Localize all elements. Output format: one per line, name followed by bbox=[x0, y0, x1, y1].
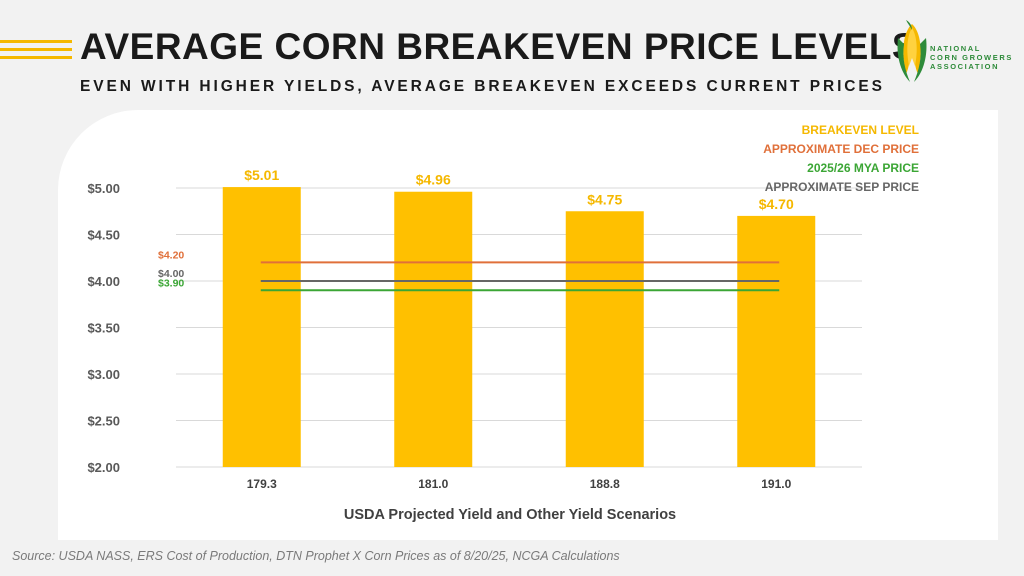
bar-value-label: $4.75 bbox=[587, 191, 622, 207]
logo-text: NATIONAL CORN GROWERS ASSOCIATION bbox=[930, 44, 1013, 71]
y-tick-label: $2.00 bbox=[87, 460, 120, 475]
y-tick-label: $5.00 bbox=[87, 181, 120, 196]
y-tick-label: $3.00 bbox=[87, 367, 120, 382]
legend-entry-sep-price: APPROXIMATE SEP PRICE bbox=[764, 180, 919, 194]
bar bbox=[737, 215, 816, 467]
corn-icon bbox=[897, 20, 927, 82]
price-line-label: $3.90 bbox=[158, 277, 184, 289]
logo-line: ASSOCIATION bbox=[930, 62, 1000, 71]
chart-legend: BREAKEVEN LEVEL APPROXIMATE DEC PRICE 20… bbox=[763, 121, 919, 197]
x-tick-label: 191.0 bbox=[761, 477, 791, 491]
bar-value-label: $4.70 bbox=[759, 196, 794, 212]
y-tick-label: $4.50 bbox=[87, 228, 120, 243]
price-line-label: $4.20 bbox=[158, 249, 184, 261]
bar bbox=[222, 187, 301, 467]
x-tick-label: 179.3 bbox=[247, 477, 277, 491]
bar-value-label: $4.96 bbox=[416, 172, 451, 188]
chart-panel bbox=[58, 110, 998, 540]
legend-entry-mya-price: 2025/26 MYA PRICE bbox=[807, 161, 919, 175]
x-tick-label: 188.8 bbox=[590, 477, 620, 491]
title-accent-lines bbox=[0, 40, 72, 64]
y-tick-label: $2.50 bbox=[87, 414, 120, 429]
legend-entry-dec-price: APPROXIMATE DEC PRICE bbox=[763, 142, 919, 156]
bar-value-label: $5.01 bbox=[244, 167, 279, 183]
x-tick-label: 181.0 bbox=[418, 477, 448, 491]
legend-entry-breakeven: BREAKEVEN LEVEL bbox=[801, 123, 919, 137]
logo-line: CORN GROWERS bbox=[930, 53, 1013, 62]
price-line-label: $4.00 bbox=[158, 268, 184, 280]
page-subtitle: EVEN WITH HIGHER YIELDS, AVERAGE BREAKEV… bbox=[80, 78, 885, 95]
y-tick-label: $4.00 bbox=[87, 274, 120, 289]
page-title: AVERAGE CORN BREAKEVEN PRICE LEVELS bbox=[80, 26, 918, 67]
source-note: Source: USDA NASS, ERS Cost of Productio… bbox=[12, 549, 620, 563]
y-tick-label: $3.50 bbox=[87, 321, 120, 336]
x-axis-title: USDA Projected Yield and Other Yield Sce… bbox=[344, 507, 676, 523]
logo-line: NATIONAL bbox=[930, 44, 981, 53]
bar bbox=[565, 211, 644, 467]
bar bbox=[394, 191, 473, 467]
